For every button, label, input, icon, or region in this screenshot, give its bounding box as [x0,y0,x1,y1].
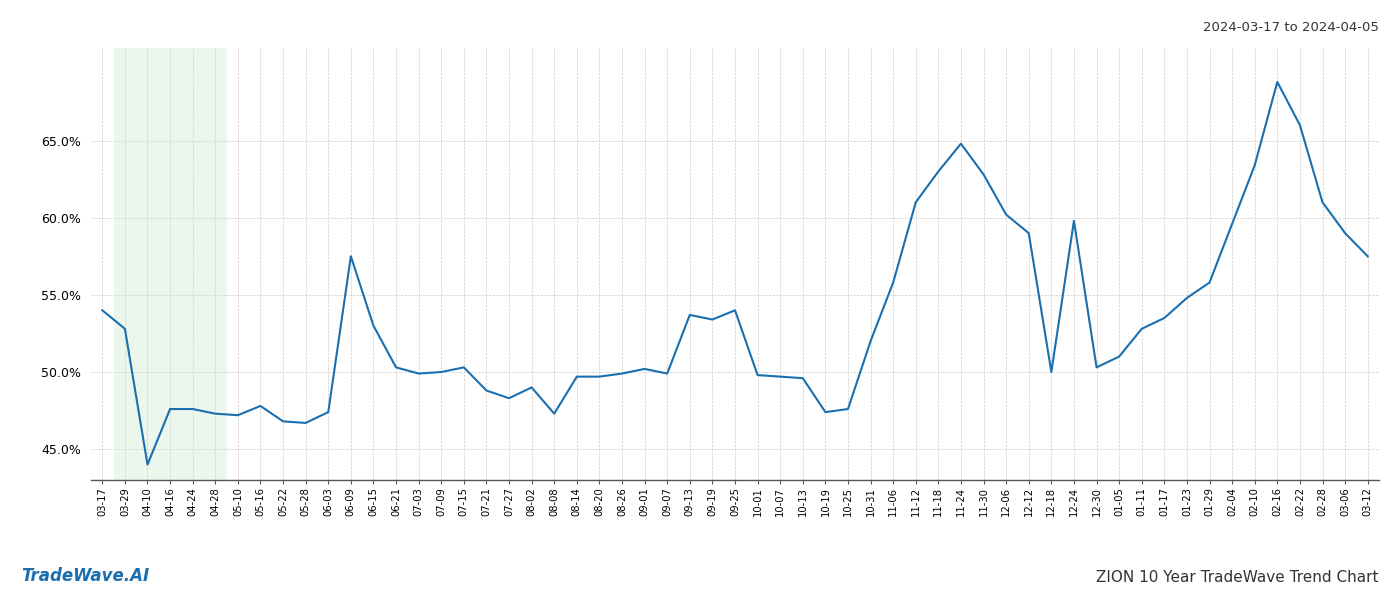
Bar [113,48,227,480]
Text: 2024-03-17 to 2024-04-05: 2024-03-17 to 2024-04-05 [1203,21,1379,34]
Text: TradeWave.AI: TradeWave.AI [21,567,150,585]
Text: ZION 10 Year TradeWave Trend Chart: ZION 10 Year TradeWave Trend Chart [1096,570,1379,585]
